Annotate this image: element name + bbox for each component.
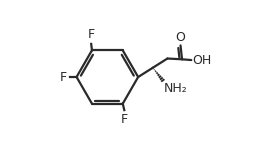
Text: NH₂: NH₂ xyxy=(164,82,187,95)
Text: OH: OH xyxy=(192,54,212,67)
Text: O: O xyxy=(176,31,185,44)
Text: F: F xyxy=(121,113,128,126)
Text: F: F xyxy=(60,71,67,83)
Text: F: F xyxy=(88,28,95,41)
